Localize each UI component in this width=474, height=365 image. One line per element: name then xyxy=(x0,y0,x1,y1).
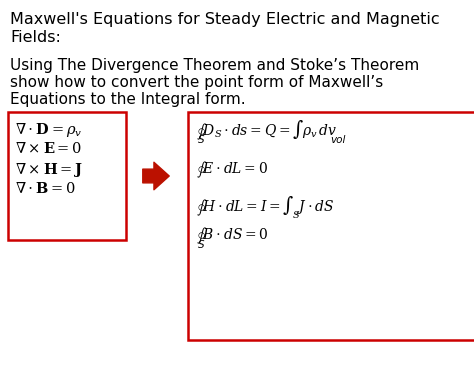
Text: $\nabla \times \mathbf{H} = \mathbf{J}$: $\nabla \times \mathbf{H} = \mathbf{J}$ xyxy=(15,161,83,179)
Text: $\nabla \times \mathbf{E} = 0$: $\nabla \times \mathbf{E} = 0$ xyxy=(15,141,82,156)
Text: S: S xyxy=(198,135,205,145)
Text: $\oint D_S \cdot ds = Q = \int \rho_v\, dv$: $\oint D_S \cdot ds = Q = \int \rho_v\, … xyxy=(196,119,337,142)
Text: $\oint E \cdot dL = 0$: $\oint E \cdot dL = 0$ xyxy=(196,160,268,180)
Text: show how to convert the point form of Maxwell’s: show how to convert the point form of Ma… xyxy=(10,75,383,90)
Bar xyxy=(8,112,126,240)
Text: S: S xyxy=(198,240,205,250)
Text: Fields:: Fields: xyxy=(10,30,61,45)
Text: $\nabla \cdot \mathbf{B} = 0$: $\nabla \cdot \mathbf{B} = 0$ xyxy=(15,181,76,196)
Bar xyxy=(188,112,474,340)
Text: $\oint H \cdot dL = I = \int_S J \cdot dS$: $\oint H \cdot dL = I = \int_S J \cdot d… xyxy=(196,195,334,221)
Text: Equations to the Integral form.: Equations to the Integral form. xyxy=(10,92,246,107)
Text: $\oint B \cdot dS = 0$: $\oint B \cdot dS = 0$ xyxy=(196,226,268,246)
Text: Using The Divergence Theorem and Stoke’s Theorem: Using The Divergence Theorem and Stoke’s… xyxy=(10,58,419,73)
Text: vol: vol xyxy=(330,135,346,145)
Text: Maxwell's Equations for Steady Electric and Magnetic: Maxwell's Equations for Steady Electric … xyxy=(10,12,439,27)
Text: $\nabla \cdot \mathbf{D} = \rho_v$: $\nabla \cdot \mathbf{D} = \rho_v$ xyxy=(15,121,82,139)
